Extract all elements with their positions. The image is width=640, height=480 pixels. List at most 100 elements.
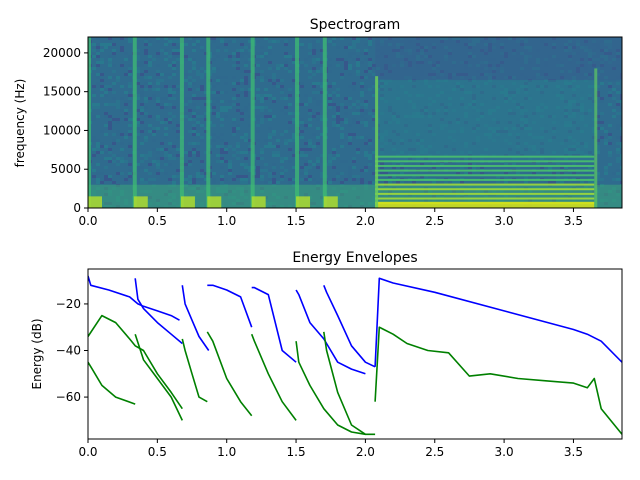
spectrogram-cell [340,58,344,61]
spectrogram-cell [152,148,156,151]
spectrogram-cell [120,49,124,52]
spectrogram-cell [616,127,620,130]
spectrogram-cell [116,133,120,136]
spectrogram-cell [312,82,316,85]
spectrogram-cell [280,166,284,169]
spectrogram-cell [204,97,208,100]
spectrogram-cell [328,64,332,67]
spectrogram-cell [240,163,244,166]
spectrogram-cell [612,115,616,118]
spectrogram-cell [340,73,344,76]
spectrogram-cell [356,178,360,181]
spectrogram-cell [248,124,252,127]
spectrogram-cell [236,151,240,154]
spectrogram-cell [260,109,264,112]
spectrogram-cell [364,52,368,55]
spectrogram-cell [312,67,316,70]
spectrogram-cell [284,142,288,145]
spectrogram-cell [320,82,324,85]
spectrogram-cell [156,79,160,82]
spectrogram-cell [148,178,152,181]
spectrogram-cell [212,103,216,106]
spectrogram-cell [620,127,622,130]
spectrogram-cell [240,112,244,115]
spectrogram-cell [332,82,336,85]
spectrogram-cell [364,169,368,172]
spectrogram-cell [172,91,176,94]
spectrogram-cell [276,67,280,70]
spectrogram-cell [212,85,216,88]
spectrogram-cell [192,124,196,127]
spectrogram-cell [284,139,288,142]
spectrogram-cell [364,70,368,73]
spectrogram-cell [128,175,132,178]
spectrogram-cell [304,142,308,145]
spectrogram-cell [352,37,356,40]
spectrogram-cell [604,142,608,145]
spectrogram-cell [412,175,416,178]
spectrogram-cell [308,178,312,181]
spectrogram-cell [236,124,240,127]
spectrogram-cell [96,85,100,88]
spectrogram-cell [288,67,292,70]
spectrogram-cell [348,55,352,58]
spectrogram-cell [240,178,244,181]
spectrogram-cell [164,103,168,106]
spectrogram-cell [188,130,192,133]
spectrogram-cell [620,154,622,157]
spectrogram-cell [304,154,308,157]
spectrogram-cell [216,115,220,118]
spectrogram-onset-burst [133,196,148,208]
spectrogram-onset-streak [88,37,91,208]
spectrogram-cell [220,124,224,127]
spectrogram-cell [608,103,612,106]
spectrogram-cell [100,145,104,148]
spectrogram-cell [256,94,260,97]
green-envelope-line [181,338,208,403]
spectrogram-cell [320,175,324,178]
spectrogram-cell [288,37,292,40]
spectrogram-cell [124,118,128,121]
spectrogram-cell [468,166,472,169]
spectrogram-cell [312,112,316,115]
spectrogram-cell [292,82,296,85]
spectrogram-cell [308,55,312,58]
spectrogram-cell [192,157,196,160]
spectrogram-cell [552,172,556,175]
spectrogram-cell [300,103,304,106]
spectrogram-cell [100,79,104,82]
spectrogram-cell [116,76,120,79]
spectrogram-cell [244,70,248,73]
spectrogram-cell [292,61,296,64]
spectrogram-cell [224,142,228,145]
spectrogram-cell [216,55,220,58]
spectrogram-cell [268,169,272,172]
spectrogram-cell [384,181,388,184]
spectrogram-cell [556,163,560,166]
spectrogram-cell [156,172,160,175]
spectrogram-cell [220,37,224,40]
spectrogram-cell [220,40,224,43]
green-envelope-line [134,333,184,421]
spectrogram-cell [308,160,312,163]
spectrogram-cell [164,43,168,46]
spectrogram-cell [616,124,620,127]
spectrogram-cell [332,118,336,121]
spectrogram-cell [620,181,622,184]
spectrogram-cell [356,106,360,109]
spectrogram-cell [176,55,180,58]
spectrogram-cell [240,151,244,154]
spectrogram-cell [356,100,360,103]
spectrogram-cell [260,55,264,58]
spectrogram-cell [348,100,352,103]
spectrogram-cell [612,178,616,181]
spectrogram-cell [124,112,128,115]
spectrogram-cell [244,79,248,82]
spectrogram-cell [372,181,376,184]
spectrogram-cell [184,178,188,181]
spectrogram-cell [164,37,168,40]
spectrogram-cell [200,139,204,142]
spectrogram-cell [108,55,112,58]
spectrogram-cell [108,127,112,130]
